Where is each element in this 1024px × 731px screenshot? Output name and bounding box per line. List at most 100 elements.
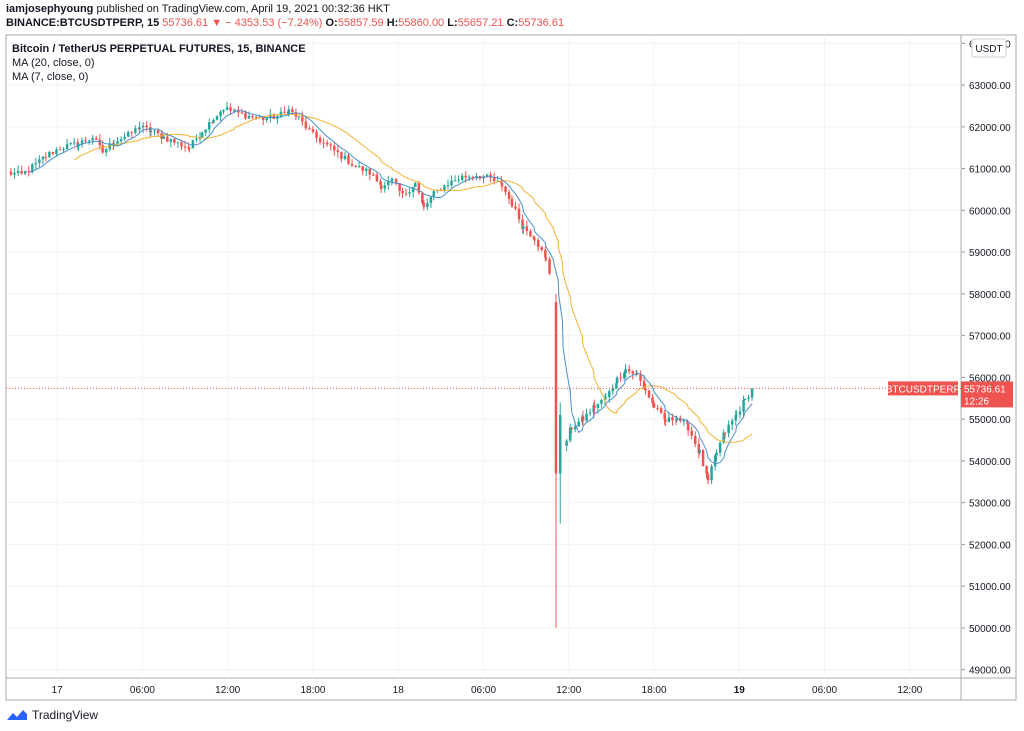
- symbol-tag: BTCUSDTPERP: [886, 384, 961, 395]
- candle-body: [325, 142, 329, 145]
- candle-body: [318, 137, 322, 143]
- candle-body: [69, 142, 72, 145]
- candle-body: [215, 116, 219, 120]
- candle-body: [548, 259, 551, 274]
- ma20-legend[interactable]: MA (20, close, 0): [12, 57, 95, 69]
- candle-body: [635, 373, 639, 375]
- candle-body: [631, 371, 634, 374]
- tradingview-logo-icon: [7, 710, 27, 720]
- candle-body: [204, 129, 207, 133]
- candle-body: [240, 112, 244, 114]
- candle-body: [532, 236, 536, 240]
- candle-body: [710, 466, 713, 481]
- tradingview-brand[interactable]: TradingView: [32, 708, 99, 722]
- price-tick-label: 55000.00: [969, 415, 1011, 426]
- price-tick-label: 57000.00: [969, 332, 1011, 343]
- price-tick-label: 52000.00: [969, 540, 1011, 551]
- candle-body: [336, 150, 340, 153]
- candle-body: [686, 423, 690, 431]
- currency-label: USDT: [975, 44, 1002, 55]
- candle-body: [188, 148, 191, 150]
- candle-body: [98, 139, 102, 146]
- candle-body: [540, 247, 544, 251]
- time-axis[interactable]: 17 06:00 12:00 18:00 18 06:00 12:00 18:00 19 06:0…: [52, 685, 923, 696]
- candle-body: [544, 250, 547, 258]
- candle-body: [254, 117, 258, 119]
- candle-body: [347, 155, 350, 165]
- candle-body: [153, 130, 156, 132]
- publisher-name[interactable]: iamjosephyoung: [6, 3, 94, 15]
- ma20-line: [74, 113, 753, 443]
- price-tag: BTCUSDTPERP 55736.61 12:26: [886, 381, 1013, 408]
- candle-body: [80, 140, 84, 144]
- candle-body: [94, 138, 98, 140]
- candle-body: [130, 132, 134, 134]
- price-tick-label: 49000.00: [969, 666, 1011, 677]
- candle-body: [329, 144, 332, 146]
- time-tick-label: 06:00: [812, 685, 837, 696]
- candle-body: [375, 174, 379, 182]
- candle-body: [365, 168, 368, 171]
- candle-body: [354, 165, 357, 167]
- candle-body: [322, 142, 325, 144]
- candle-body: [308, 128, 311, 130]
- candle-body: [104, 149, 108, 153]
- candle-body: [663, 412, 666, 420]
- candle-body: [9, 171, 13, 175]
- candle-body: [180, 142, 183, 147]
- candle-body: [315, 131, 318, 138]
- candle-body: [698, 449, 701, 454]
- candle-body: [558, 414, 562, 474]
- candle-body: [652, 403, 656, 408]
- time-tick-label: 19: [734, 685, 746, 696]
- candle-body: [13, 172, 16, 175]
- candle-body: [565, 440, 568, 446]
- candle-body: [533, 239, 536, 241]
- candle-body: [705, 466, 708, 474]
- currency-badge[interactable]: USDT: [971, 38, 1007, 58]
- price-tick-label: 56000.00: [969, 373, 1011, 384]
- published-text: published on TradingView.com, April 19, …: [96, 3, 390, 15]
- candle-body: [554, 302, 558, 474]
- candle-body: [581, 416, 585, 421]
- candle-body: [706, 473, 710, 481]
- price-tick-label: 58000.00: [969, 290, 1011, 301]
- publisher-line: iamjosephyoung published on TradingView.…: [6, 3, 390, 15]
- candle-body: [460, 175, 464, 180]
- candle-body: [489, 174, 492, 178]
- symbol-line: BINANCE:BTCUSDTPERP, 15 55736.61 ▼ − 435…: [6, 17, 564, 29]
- price-tag-box: [961, 381, 1013, 408]
- ma7-legend[interactable]: MA (7, close, 0): [12, 71, 89, 83]
- time-tick-label: 17: [52, 685, 64, 696]
- candle-body: [138, 127, 141, 130]
- price-tick-label: 59000.00: [969, 248, 1011, 259]
- candle-body: [183, 146, 187, 148]
- candle-body: [443, 185, 446, 191]
- grid: [6, 35, 961, 678]
- candle-body: [573, 426, 577, 430]
- open-value: 55857.59: [337, 17, 384, 29]
- candle-body: [149, 127, 152, 133]
- candle-body: [361, 166, 364, 171]
- time-tick-label: 12:00: [897, 685, 922, 696]
- candle-body: [31, 164, 34, 172]
- low-value: 55657.21: [457, 17, 504, 29]
- candle-body: [287, 109, 291, 114]
- candle-body: [141, 125, 145, 128]
- candle-body: [622, 373, 626, 379]
- candle-body: [457, 179, 460, 181]
- candle-body: [357, 166, 361, 168]
- candle-body: [391, 179, 394, 181]
- candle-body: [639, 374, 642, 381]
- candle-body: [644, 388, 647, 391]
- candle-body: [283, 111, 286, 113]
- candle-body: [722, 432, 725, 443]
- candle-body: [237, 109, 240, 113]
- price-tick-label: 63000.00: [969, 81, 1011, 92]
- price-change: − 4353.53 (−7.24%): [225, 17, 323, 29]
- candle-body: [608, 391, 611, 397]
- price-tick-label: 62000.00: [969, 123, 1011, 134]
- candle-body: [200, 132, 204, 138]
- candle-body: [475, 176, 478, 178]
